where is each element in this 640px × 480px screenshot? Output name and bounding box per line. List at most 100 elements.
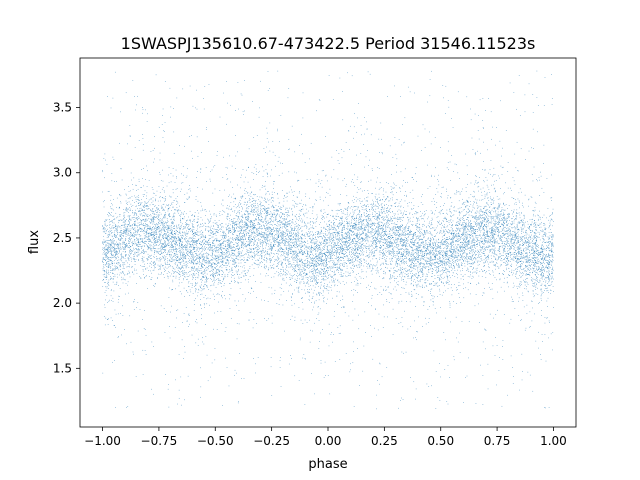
data-point xyxy=(421,215,422,217)
data-point xyxy=(492,235,493,236)
data-point xyxy=(362,249,363,251)
data-point xyxy=(156,258,157,260)
data-point xyxy=(192,262,194,264)
data-point xyxy=(314,249,316,250)
data-point xyxy=(312,257,313,259)
data-point xyxy=(447,100,449,102)
data-point xyxy=(416,253,418,254)
data-point xyxy=(537,287,538,289)
data-point xyxy=(281,254,282,255)
data-point xyxy=(411,280,412,281)
data-point xyxy=(279,249,281,250)
data-point xyxy=(164,226,166,228)
data-point xyxy=(144,329,146,330)
data-point xyxy=(341,248,343,250)
data-point xyxy=(267,226,268,228)
data-point xyxy=(326,270,328,272)
data-point xyxy=(468,256,469,258)
data-point xyxy=(346,252,347,253)
data-point xyxy=(181,293,182,295)
data-point xyxy=(469,271,471,273)
data-point xyxy=(542,259,544,261)
data-point xyxy=(429,250,431,252)
data-point xyxy=(297,235,299,237)
data-point xyxy=(278,250,280,252)
data-point xyxy=(470,225,472,226)
data-point xyxy=(490,196,491,198)
data-point xyxy=(490,235,491,236)
data-point xyxy=(417,219,418,221)
data-point xyxy=(118,220,120,222)
data-point xyxy=(196,258,197,260)
data-point xyxy=(121,219,123,221)
data-point xyxy=(227,214,229,216)
data-point xyxy=(516,209,518,211)
data-point xyxy=(376,219,378,221)
data-point xyxy=(228,196,229,197)
data-point xyxy=(189,247,190,248)
data-point xyxy=(357,198,359,200)
data-point xyxy=(313,242,315,244)
data-point xyxy=(131,217,133,219)
data-point xyxy=(427,249,429,250)
data-point xyxy=(304,222,306,224)
data-point xyxy=(342,210,344,212)
data-point xyxy=(142,224,143,226)
data-point xyxy=(232,227,234,228)
data-point xyxy=(298,213,300,215)
data-point xyxy=(125,228,126,230)
data-point xyxy=(469,210,471,212)
data-point xyxy=(440,270,441,272)
data-point xyxy=(194,256,195,258)
data-point xyxy=(225,235,226,237)
data-point xyxy=(172,246,174,247)
data-point xyxy=(438,250,439,252)
data-point xyxy=(460,278,462,280)
data-point xyxy=(131,179,132,181)
data-point xyxy=(125,236,127,237)
data-point xyxy=(540,262,542,264)
data-point xyxy=(513,238,514,240)
data-point xyxy=(197,288,199,290)
data-point xyxy=(505,244,506,246)
data-point xyxy=(126,228,128,230)
data-point xyxy=(267,90,269,91)
data-point xyxy=(415,223,417,225)
data-point xyxy=(535,280,537,282)
data-point xyxy=(418,219,420,221)
data-point xyxy=(251,200,253,202)
data-point xyxy=(356,179,358,180)
data-point xyxy=(491,219,492,221)
data-point xyxy=(460,239,461,240)
data-point xyxy=(407,265,408,266)
data-point xyxy=(319,258,321,259)
data-point xyxy=(312,258,313,259)
data-point xyxy=(541,289,542,291)
data-point xyxy=(368,248,370,250)
data-point xyxy=(443,230,445,232)
data-point xyxy=(135,261,136,262)
data-point xyxy=(298,288,299,289)
data-point xyxy=(551,243,552,244)
data-point xyxy=(303,263,305,264)
data-point xyxy=(516,226,518,227)
data-point xyxy=(446,269,448,270)
data-point xyxy=(241,94,243,96)
data-point xyxy=(223,272,224,274)
data-point xyxy=(372,242,373,244)
data-point xyxy=(373,238,374,239)
data-point xyxy=(413,243,414,245)
data-point xyxy=(532,231,534,232)
data-point xyxy=(433,227,435,229)
data-point xyxy=(320,273,321,275)
data-point xyxy=(134,147,136,148)
data-point xyxy=(367,225,368,227)
data-point xyxy=(283,244,285,246)
data-point xyxy=(311,373,312,374)
data-point xyxy=(247,226,249,228)
data-point xyxy=(296,257,297,259)
data-point xyxy=(451,241,453,243)
data-point xyxy=(132,250,134,251)
data-point xyxy=(299,258,300,260)
data-point xyxy=(431,234,433,236)
